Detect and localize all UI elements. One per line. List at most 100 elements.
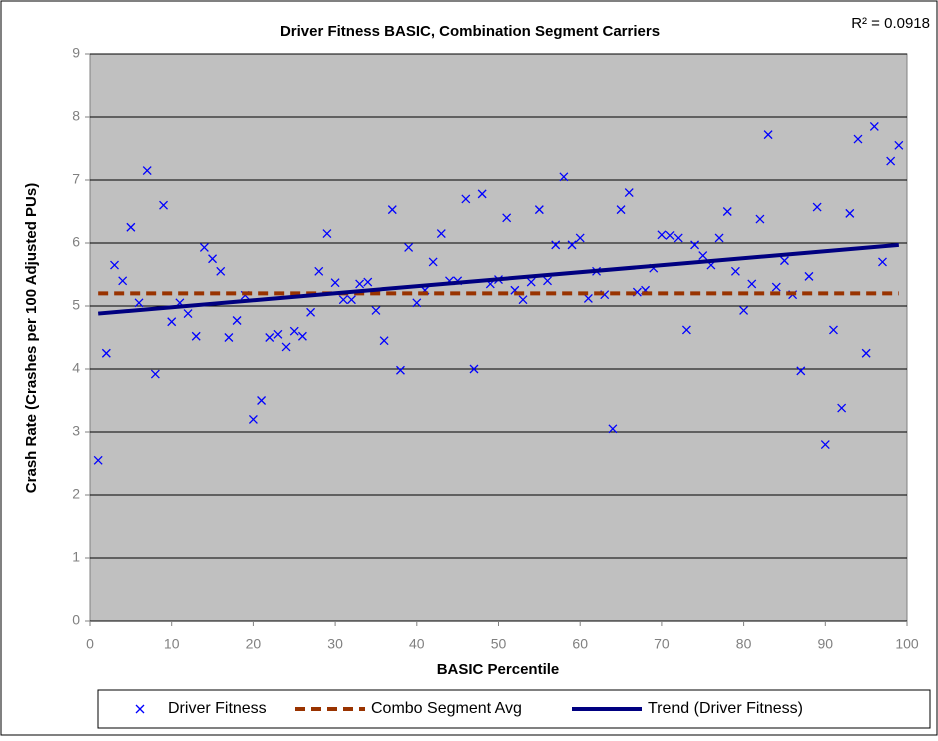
marker-stroke xyxy=(330,278,340,288)
marker-stroke xyxy=(306,307,316,317)
x-axis-label: BASIC Percentile xyxy=(437,661,560,678)
marker-stroke xyxy=(829,325,838,335)
x-tick-label: 70 xyxy=(654,636,670,652)
marker xyxy=(289,326,299,336)
marker-stroke xyxy=(567,240,577,250)
marker xyxy=(551,240,561,250)
marker xyxy=(412,298,422,308)
marker xyxy=(477,189,487,199)
marker-stroke xyxy=(142,166,152,176)
marker xyxy=(779,256,789,266)
marker-stroke xyxy=(837,403,847,413)
marker xyxy=(853,134,863,144)
marker-stroke xyxy=(886,156,896,166)
y-tick-label: 1 xyxy=(72,549,80,565)
marker xyxy=(159,200,168,210)
marker xyxy=(118,276,128,286)
marker-stroke xyxy=(289,326,299,336)
marker-stroke xyxy=(730,266,740,276)
marker-stroke xyxy=(518,295,528,305)
marker-stroke xyxy=(297,331,307,341)
marker-stroke xyxy=(371,305,381,315)
marker-stroke xyxy=(583,293,593,303)
marker xyxy=(183,309,193,319)
line xyxy=(97,242,900,316)
marker-stroke xyxy=(436,229,446,239)
marker xyxy=(224,333,234,342)
marker-stroke xyxy=(739,305,749,315)
marker-stroke xyxy=(208,254,218,264)
marker xyxy=(199,242,209,252)
marker xyxy=(804,271,814,281)
marker-stroke xyxy=(232,316,242,325)
y-tick-label: 8 xyxy=(72,108,80,124)
marker xyxy=(543,276,552,286)
marker-stroke xyxy=(624,188,634,198)
marker-stroke xyxy=(600,290,610,300)
x-tick-label: 0 xyxy=(86,636,94,652)
plot-area xyxy=(89,53,908,622)
marker-stroke xyxy=(461,194,471,204)
marker xyxy=(363,277,373,287)
marker xyxy=(248,414,258,424)
marker-stroke xyxy=(820,440,830,450)
marker xyxy=(142,166,152,176)
marker xyxy=(330,278,340,288)
marker xyxy=(820,440,830,450)
marker xyxy=(232,316,242,325)
marker xyxy=(404,242,414,252)
marker xyxy=(714,233,724,243)
marker xyxy=(878,257,887,267)
x-tick-label: 50 xyxy=(491,636,507,652)
marker-stroke xyxy=(126,222,136,232)
marker-stroke xyxy=(502,213,512,223)
marker xyxy=(796,366,806,376)
marker-stroke xyxy=(387,205,397,215)
marker xyxy=(281,342,291,352)
marker-stroke xyxy=(698,251,708,261)
marker-stroke xyxy=(199,242,209,252)
marker xyxy=(322,229,332,239)
marker-stroke xyxy=(469,364,479,374)
marker-stroke xyxy=(779,256,789,266)
marker-stroke xyxy=(322,229,332,239)
annotation: R² = 0.0918 xyxy=(851,15,930,32)
marker-stroke xyxy=(101,348,111,358)
marker xyxy=(502,213,512,223)
marker-stroke xyxy=(665,230,675,240)
marker-stroke xyxy=(248,414,258,424)
marker xyxy=(698,251,708,261)
marker-stroke xyxy=(159,200,168,210)
marker xyxy=(387,205,397,215)
marker xyxy=(338,295,348,305)
marker xyxy=(150,369,160,379)
x-tick-label: 20 xyxy=(246,636,262,652)
marker xyxy=(861,348,871,358)
marker-stroke xyxy=(93,455,103,465)
marker xyxy=(216,266,226,276)
marker-stroke xyxy=(224,333,234,342)
marker xyxy=(306,307,316,317)
marker xyxy=(894,140,904,150)
marker xyxy=(771,282,781,292)
marker-stroke xyxy=(894,140,904,150)
marker xyxy=(257,396,267,405)
marker xyxy=(134,298,144,308)
marker xyxy=(135,704,145,714)
marker xyxy=(837,403,847,413)
y-tick-label: 5 xyxy=(72,297,80,313)
marker-stroke xyxy=(183,309,193,319)
legend xyxy=(97,689,931,729)
x-tick-label: 10 xyxy=(164,636,180,652)
marker xyxy=(690,240,700,250)
marker-stroke xyxy=(673,233,683,243)
marker xyxy=(273,329,283,339)
marker xyxy=(191,331,201,341)
x-tick-label: 90 xyxy=(818,636,834,652)
marker-stroke xyxy=(404,242,414,252)
marker-stroke xyxy=(763,130,773,140)
marker-stroke xyxy=(845,208,855,218)
marker-stroke xyxy=(796,366,806,376)
y-tick-label: 0 xyxy=(72,612,80,628)
